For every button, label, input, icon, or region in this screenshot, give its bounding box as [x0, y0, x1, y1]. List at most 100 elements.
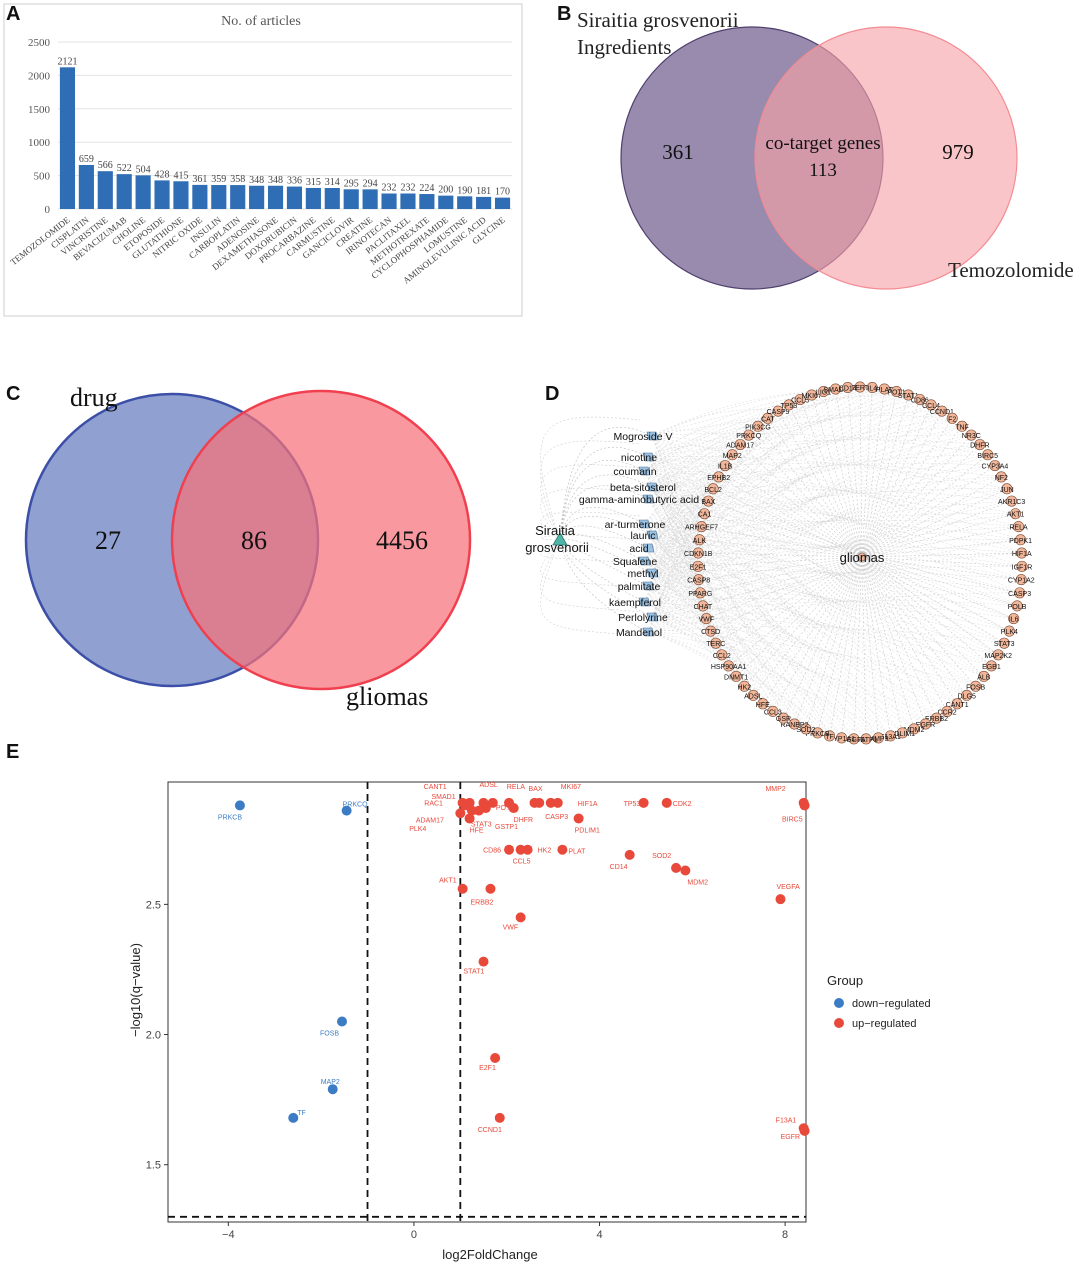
point	[799, 800, 810, 811]
edge-compound-gene	[643, 463, 1002, 478]
edge-compound-gene	[651, 570, 1020, 594]
edge-compound-gene	[643, 444, 980, 525]
edge-target-gene	[861, 556, 1018, 607]
point	[515, 844, 526, 855]
edge-target-gene	[704, 513, 863, 558]
gene-node-label: PIK3CG	[745, 424, 771, 431]
edge-compound-gene	[651, 471, 719, 488]
compound-node-label: Perlolyrine	[618, 612, 668, 624]
edge-compound-gene	[643, 470, 1010, 632]
panel-letter-c: C	[6, 383, 20, 405]
edge-compound-gene	[647, 434, 972, 587]
edge-compound-gene	[643, 426, 963, 603]
edge-compound-gene	[643, 499, 709, 525]
edge-compound-gene	[647, 629, 722, 655]
y-tick-label: 2500	[28, 37, 51, 49]
plot-frame	[167, 781, 807, 1223]
point	[473, 805, 484, 816]
gene-node	[743, 429, 755, 441]
edge-compound-gene	[643, 426, 758, 472]
compound-node	[646, 612, 659, 622]
gene-node-label: EGFR	[916, 722, 935, 729]
gene-node-label: SMAD1	[824, 387, 848, 394]
edge-compound-gene	[651, 435, 967, 696]
edge-compound-gene	[647, 454, 988, 500]
gene-node	[956, 420, 968, 432]
point-label: TP53	[624, 801, 641, 808]
bar	[305, 187, 321, 209]
gene-node	[925, 399, 937, 411]
gene-node	[978, 670, 990, 682]
bar-value-label: 232	[400, 183, 415, 194]
point-label: MDM2	[687, 880, 708, 887]
gene-node-label: IL4	[867, 386, 877, 393]
edge-compound-gene	[643, 388, 836, 603]
legend-label-up: up−regulated	[852, 1018, 917, 1030]
point	[680, 865, 691, 876]
bar	[400, 193, 416, 209]
bar	[476, 196, 492, 209]
edge-compound-gene	[647, 626, 1005, 644]
edge-compound-gene	[651, 616, 745, 687]
point-label: DHFR	[514, 817, 533, 824]
gene-node-label: IGF1R	[1012, 564, 1033, 571]
point	[534, 797, 545, 808]
edge-compound-gene	[643, 523, 1005, 644]
edge-compound-gene	[651, 572, 722, 655]
edge-compound-gene	[651, 616, 999, 656]
edge-compound-gene	[647, 631, 937, 719]
edge-compound-gene	[647, 410, 942, 458]
gene-node	[902, 389, 914, 401]
gene-node-label: PDLIM1	[890, 731, 915, 738]
chart-e-xlabel: log2FoldChange	[442, 1247, 537, 1262]
edge-target-gene	[783, 556, 863, 719]
compound-node	[642, 581, 655, 591]
compound-node-label: Mandenol	[616, 627, 662, 639]
gene-node-label: VWF	[699, 617, 715, 624]
compound-node	[642, 494, 655, 504]
gene-node-label: RANBP2	[780, 722, 808, 729]
edge-compound-gene	[647, 388, 885, 587]
gene-node-label: CASP9	[767, 409, 790, 416]
edge-target-gene	[861, 556, 867, 739]
venn-c-set1-label: drug	[70, 383, 118, 412]
gene-node-label: MMP3	[868, 736, 888, 743]
edge-compound-gene	[643, 601, 818, 734]
gene-node	[762, 412, 774, 424]
venn-b-set1-count: 361	[662, 140, 694, 164]
bar-chart-a: 050010001500200025002121TEMOZOLOMIDE659C…	[8, 37, 512, 286]
gene-node-label: NR3C	[962, 433, 981, 440]
gene-node-label: NF2	[995, 475, 1008, 482]
edge-source-compound	[559, 485, 649, 541]
gene-node	[752, 420, 764, 432]
edge-compound-gene	[651, 572, 795, 725]
edge-compound-gene	[647, 547, 867, 740]
gene-node-label: F2	[948, 416, 956, 423]
edge-compound-gene	[647, 585, 984, 677]
gene-node-label: GSTP1	[855, 737, 878, 744]
source-node-label: grosvenorii	[525, 540, 589, 555]
edge-source-compound	[559, 538, 653, 574]
edge-compound-gene	[647, 592, 1020, 633]
edge-compound-gene	[647, 585, 1010, 632]
venn-b-set2-label: Temozolomide	[948, 258, 1074, 282]
bar	[78, 164, 94, 209]
gene-node-label: BAX	[701, 499, 715, 506]
edge-compound-gene	[643, 560, 745, 687]
edge-target-gene	[861, 556, 1014, 619]
compound-node-label: coumarin	[613, 466, 656, 478]
edge-compound-gene	[647, 387, 873, 549]
point-label: BAX	[529, 786, 543, 793]
edge-compound-gene	[643, 560, 879, 739]
edge-compound-gene	[651, 454, 988, 618]
edge-compound-gene	[651, 616, 926, 725]
point-label: F13A1	[776, 1117, 797, 1124]
y-tick-label: 1000	[28, 137, 51, 149]
edge-compound-gene	[651, 386, 861, 618]
venn-b-set1-label-line1: Siraitia grosvenorii	[577, 8, 739, 32]
point-label: E2F1	[479, 1065, 496, 1072]
gene-node	[970, 680, 982, 692]
edge-compound-gene	[647, 585, 707, 619]
edge-compound-gene	[651, 616, 967, 696]
